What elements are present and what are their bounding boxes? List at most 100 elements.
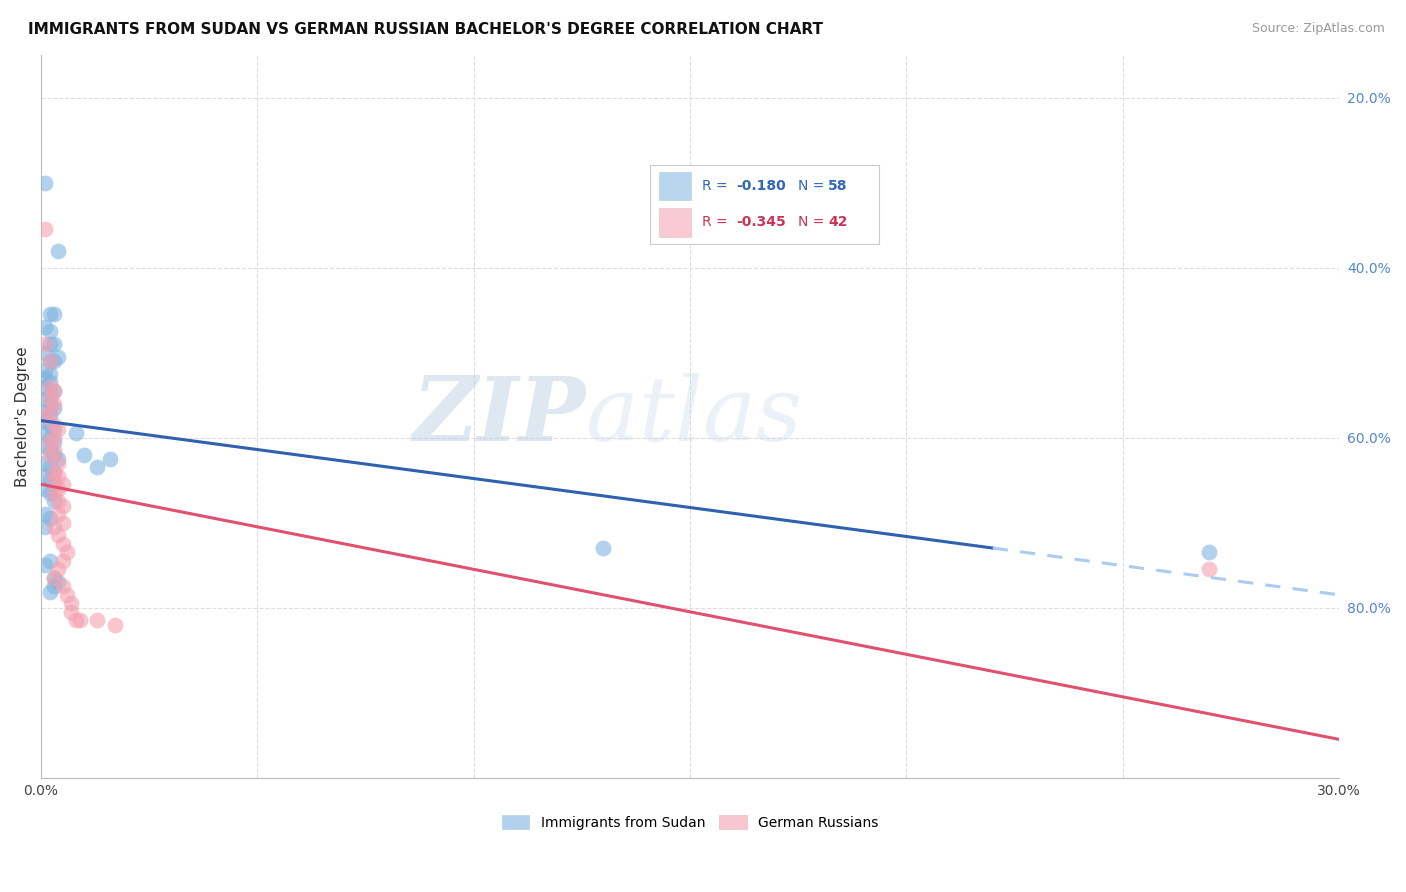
Point <box>42 354 65 368</box>
Point <box>38 324 60 338</box>
Point <box>38 367 60 381</box>
Point <box>42 396 65 410</box>
Point <box>38 417 60 432</box>
Point <box>34 371 56 385</box>
Point <box>42 307 65 321</box>
Point <box>42 337 65 351</box>
Point <box>34 468 56 483</box>
Point <box>38 585 60 599</box>
Point <box>38 396 60 410</box>
Point <box>48 528 70 542</box>
Text: ZIP: ZIP <box>413 373 586 459</box>
Point <box>34 405 56 419</box>
Point <box>38 354 60 368</box>
Point <box>38 388 60 402</box>
Bar <box>659 172 690 200</box>
Point <box>48 468 70 483</box>
Point <box>42 465 65 479</box>
Point <box>48 494 70 508</box>
Point <box>34 409 56 424</box>
Point <box>52 516 75 530</box>
Point <box>86 613 108 627</box>
Point <box>52 554 75 568</box>
Point <box>34 345 56 359</box>
Point <box>38 473 60 487</box>
Text: IMMIGRANTS FROM SUDAN VS GERMAN RUSSIAN BACHELOR'S DEGREE CORRELATION CHART: IMMIGRANTS FROM SUDAN VS GERMAN RUSSIAN … <box>28 22 823 37</box>
Point <box>38 485 60 500</box>
Point <box>38 354 60 368</box>
Point <box>42 477 65 491</box>
Point <box>38 376 60 390</box>
Point <box>48 422 70 436</box>
Point <box>38 448 60 462</box>
Text: N =: N = <box>799 215 830 229</box>
Point <box>42 448 65 462</box>
Point <box>48 456 70 470</box>
Point <box>86 460 108 475</box>
Point <box>52 579 75 593</box>
Point <box>34 222 56 236</box>
Point <box>38 511 60 525</box>
Text: 42: 42 <box>828 215 848 229</box>
Point <box>34 426 56 441</box>
Point <box>52 537 75 551</box>
Point <box>34 439 56 453</box>
Text: Source: ZipAtlas.com: Source: ZipAtlas.com <box>1251 22 1385 36</box>
Point <box>38 379 60 393</box>
Point <box>34 320 56 334</box>
Point <box>42 422 65 436</box>
Point <box>104 617 127 632</box>
Point <box>34 176 56 190</box>
Point <box>1198 562 1220 576</box>
Point <box>69 613 91 627</box>
Point <box>34 414 56 428</box>
Point <box>42 520 65 534</box>
Point <box>38 431 60 445</box>
Point <box>34 507 56 521</box>
Point <box>48 562 70 576</box>
Point <box>65 426 87 441</box>
Point <box>34 558 56 572</box>
Point <box>38 554 60 568</box>
Y-axis label: Bachelor's Degree: Bachelor's Degree <box>15 346 30 487</box>
Point <box>73 448 96 462</box>
Text: 58: 58 <box>828 179 848 193</box>
Point <box>48 575 70 590</box>
Point <box>42 485 65 500</box>
Point <box>1198 545 1220 559</box>
Point <box>34 337 56 351</box>
Point <box>48 350 70 364</box>
Point <box>38 392 60 407</box>
Point <box>52 477 75 491</box>
Point <box>60 605 83 619</box>
Point <box>48 451 70 466</box>
Point <box>38 460 60 475</box>
Point <box>42 384 65 398</box>
Text: -0.180: -0.180 <box>737 179 786 193</box>
Point <box>34 379 56 393</box>
Point <box>48 244 70 258</box>
Legend: Immigrants from Sudan, German Russians: Immigrants from Sudan, German Russians <box>496 810 884 836</box>
Point <box>42 473 65 487</box>
Point <box>56 545 79 559</box>
Point <box>38 337 60 351</box>
Point <box>48 482 70 496</box>
Point <box>34 456 56 470</box>
Point <box>592 541 614 555</box>
Point <box>42 494 65 508</box>
Point <box>34 362 56 376</box>
Point <box>52 499 75 513</box>
Point <box>34 482 56 496</box>
Text: -0.345: -0.345 <box>737 215 786 229</box>
Point <box>42 384 65 398</box>
Point <box>34 392 56 407</box>
Point <box>42 579 65 593</box>
Point <box>38 307 60 321</box>
Point <box>42 571 65 585</box>
Point <box>42 401 65 415</box>
Point <box>42 417 65 432</box>
Point <box>42 571 65 585</box>
Text: R =: R = <box>703 179 733 193</box>
Point <box>42 431 65 445</box>
Text: R =: R = <box>703 215 733 229</box>
